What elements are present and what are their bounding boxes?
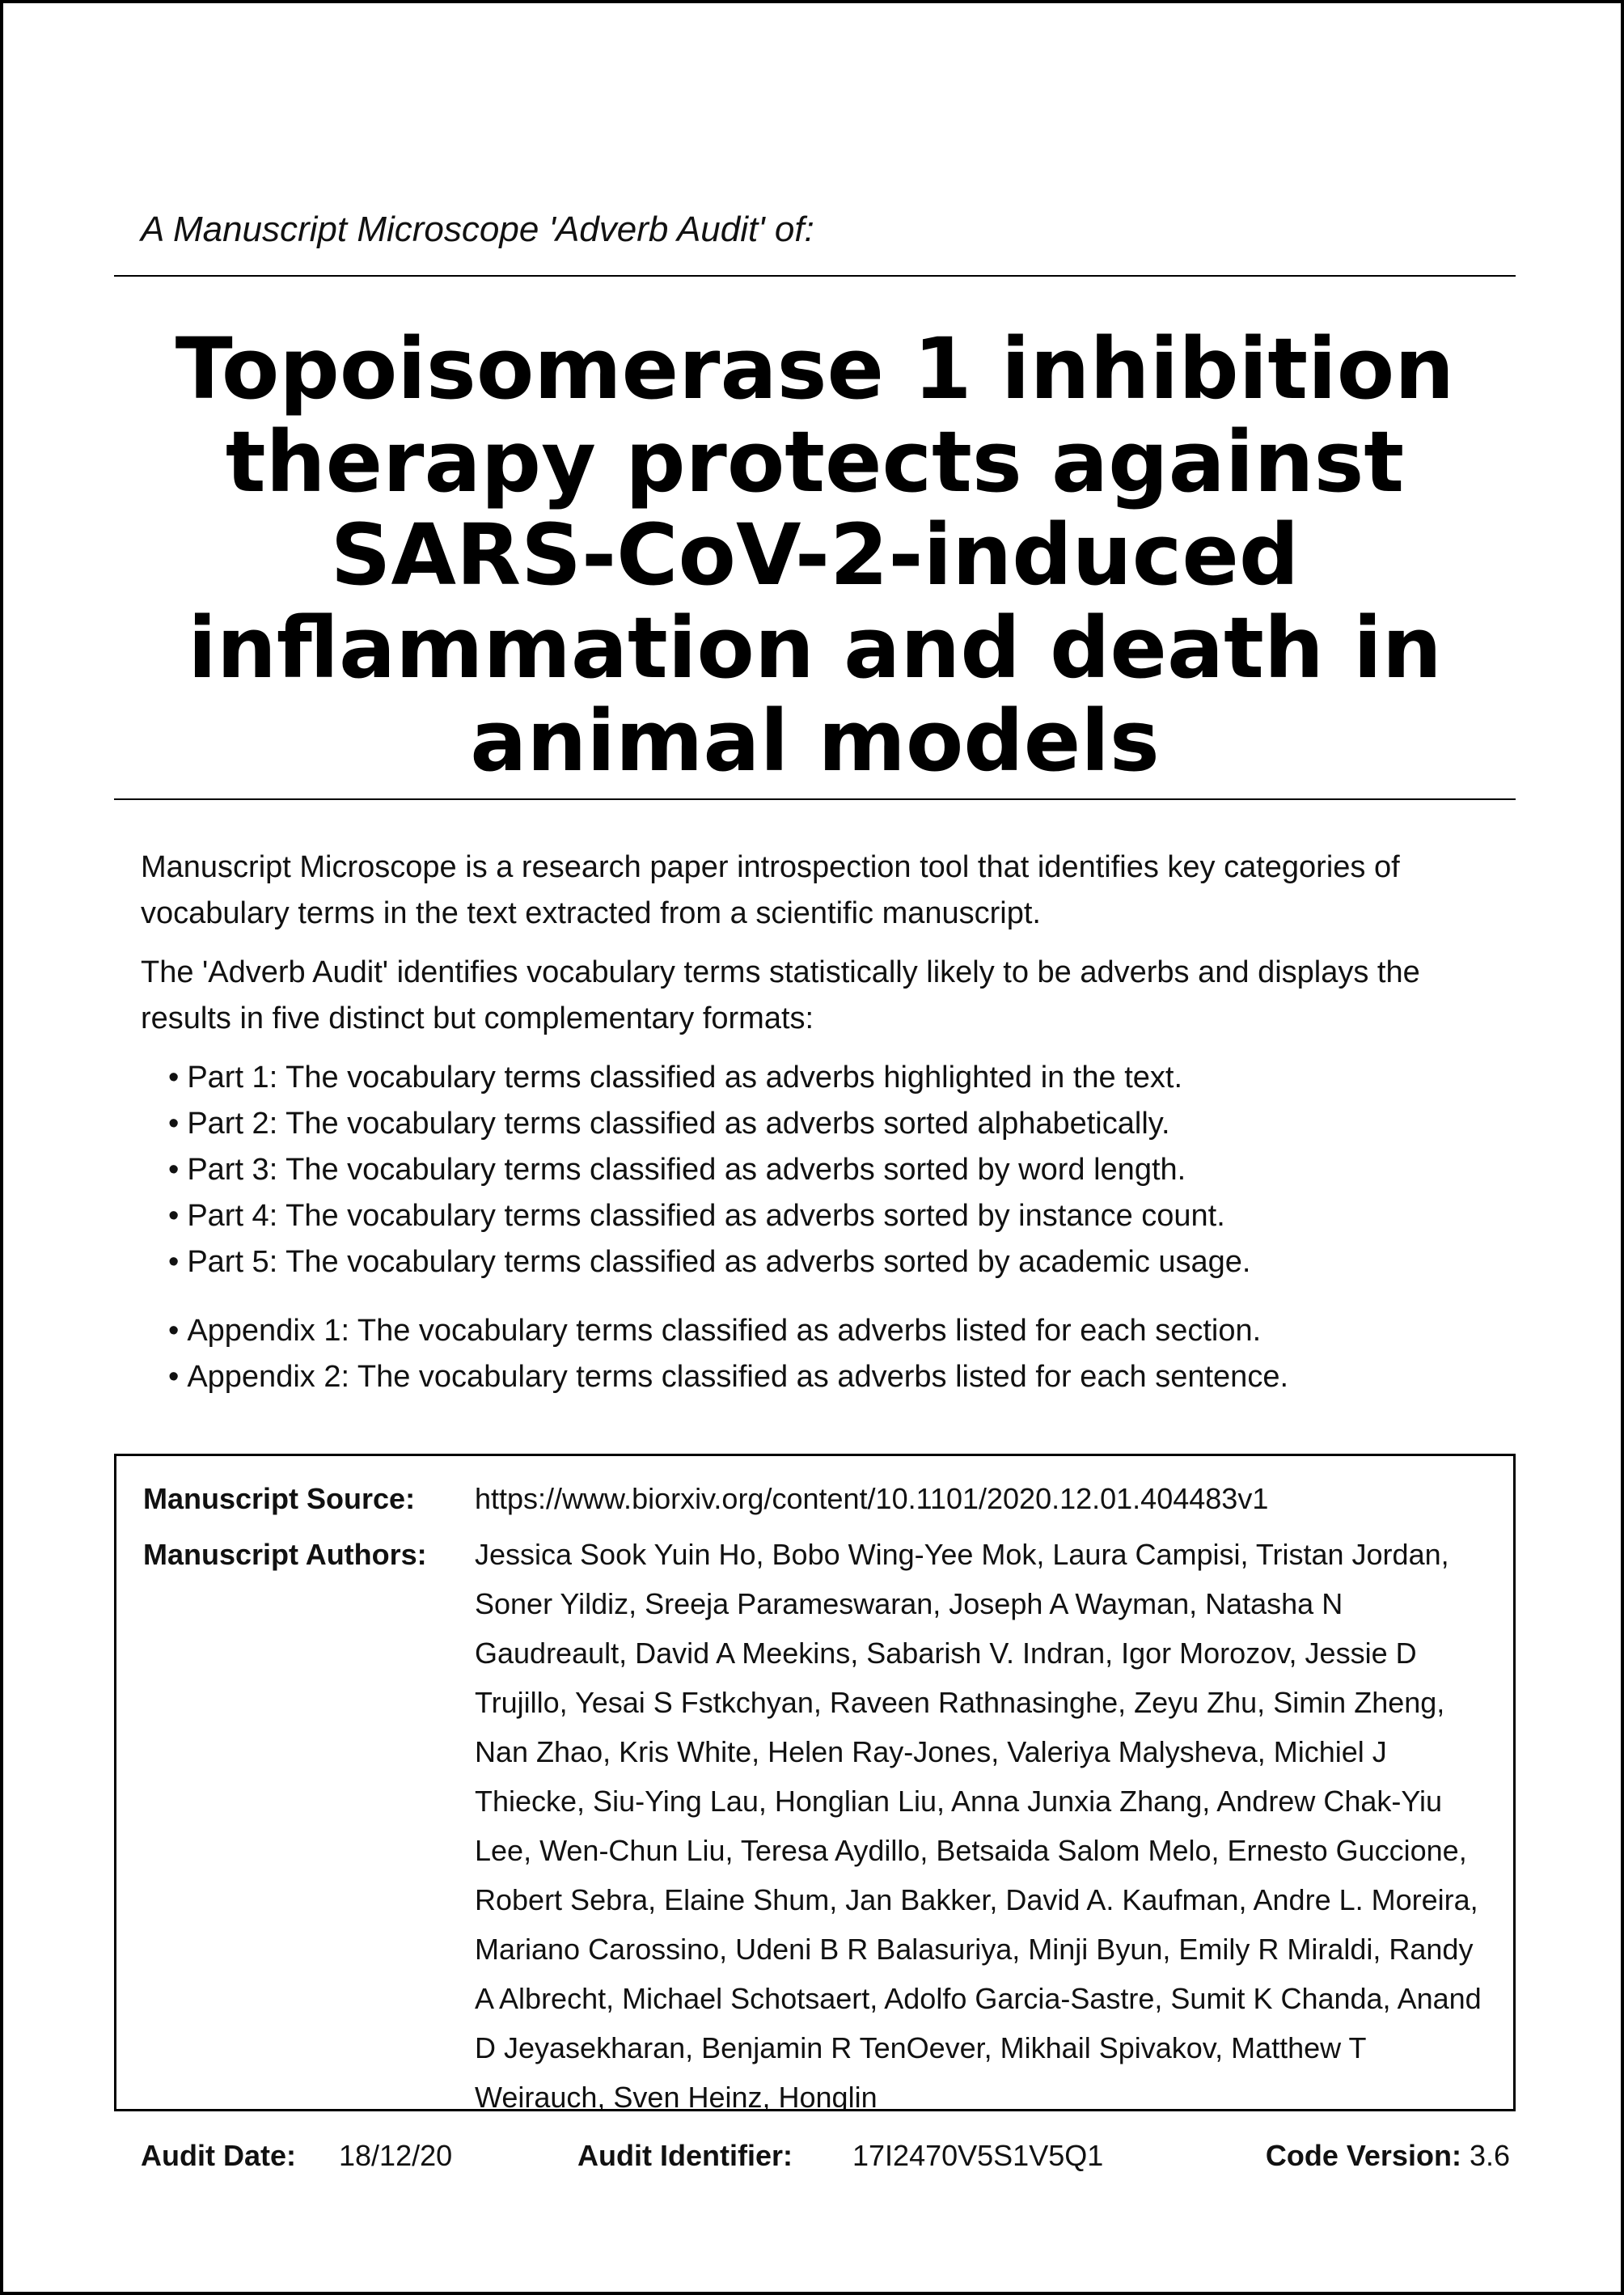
manuscript-authors-label: Manuscript Authors: [143,1538,427,1571]
manuscript-source-label: Manuscript Source: [143,1482,416,1515]
part-item-5: Part 5: The vocabulary terms classified … [168,1239,1499,1285]
part-item-1: Part 1: The vocabulary terms classified … [168,1055,1499,1101]
title-divider [114,798,1516,800]
code-version-label: Code Version: [1265,2139,1461,2172]
part-item-3: Part 3: The vocabulary terms classified … [168,1147,1499,1193]
code-version: Code Version: 3.6 [1266,2139,1510,2173]
part-item-2: Part 2: The vocabulary terms classified … [168,1101,1499,1147]
manuscript-authors-list: Jessica Sook Yuin Ho, Bobo Wing-Yee Mok,… [475,1538,1482,2111]
manuscript-source-url[interactable]: https://www.biorxiv.org/content/10.1101/… [475,1482,1269,1515]
manuscript-title: Topoisomerase 1 inhibition therapy prote… [175,320,1455,790]
appendix-list: Appendix 1: The vocabulary terms classif… [141,1308,1499,1400]
audit-identifier-value: 17I2470V5S1V5Q1 [852,2139,1104,2172]
intro-section: Manuscript Microscope is a research pape… [141,845,1499,1400]
manuscript-authors-row: Manuscript Authors: Jessica Sook Yuin Ho… [143,1530,1487,2111]
intro-paragraph-2: The 'Adverb Audit' identifies vocabulary… [141,955,1420,1035]
intro-paragraph-1: Manuscript Microscope is a research pape… [141,850,1400,930]
code-version-value: 3.6 [1469,2139,1510,2172]
manuscript-source-row: Manuscript Source: https://www.biorxiv.o… [143,1474,1487,1523]
parts-list: Part 1: The vocabulary terms classified … [141,1055,1499,1285]
audit-identifier-label: Audit Identifier: [577,2139,793,2172]
top-divider [114,275,1516,277]
audit-header-label: A Manuscript Microscope 'Adverb Audit' o… [141,210,814,249]
audit-footer: Audit Date: 18/12/20 Audit Identifier: 1… [141,2139,1510,2187]
appendix-item-1: Appendix 1: The vocabulary terms classif… [168,1308,1499,1354]
appendix-item-2: Appendix 2: The vocabulary terms classif… [168,1354,1499,1400]
audit-date-label: Audit Date: [141,2139,296,2172]
part-item-4: Part 4: The vocabulary terms classified … [168,1193,1499,1239]
manuscript-metadata-box: Manuscript Source: https://www.biorxiv.o… [114,1454,1516,2111]
audit-date-value: 18/12/20 [339,2139,453,2172]
